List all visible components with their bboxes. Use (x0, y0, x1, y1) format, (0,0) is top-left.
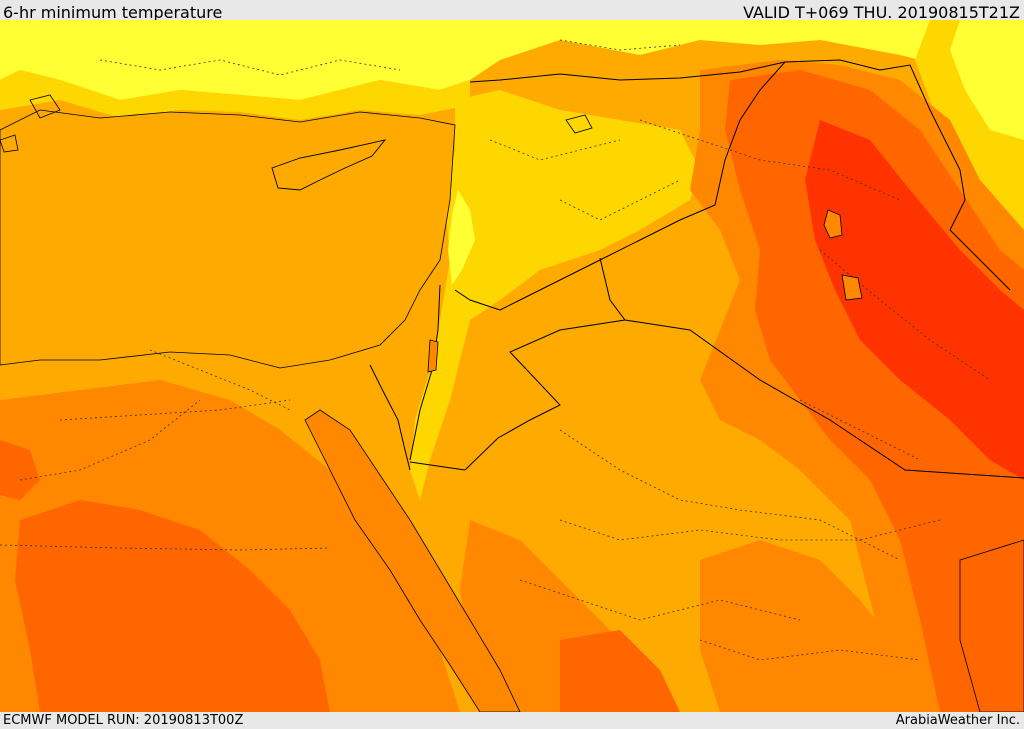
valid-time: VALID T+069 THU. 20190815T21Z (743, 3, 1020, 22)
band-hot-arabia-south (560, 630, 680, 712)
border-syria-iraq (499, 61, 786, 311)
model-run-label: ECMWF MODEL RUN: 20190813T00Z (3, 713, 244, 728)
band-coolest-northeast (950, 20, 1024, 140)
band-cool-north (0, 70, 470, 120)
border-jordan-east (464, 319, 626, 471)
credit-label: ArabiaWeather Inc. (895, 713, 1020, 728)
header-bar: 6-hr minimum temperature VALID T+069 THU… (0, 0, 1024, 22)
island-rhodes (29, 94, 61, 119)
map-title: 6-hr minimum temperature (3, 3, 223, 22)
sea-gulf (959, 539, 1024, 712)
band-hottest-east (805, 120, 1024, 480)
band-hot-east (725, 70, 1024, 712)
footer-bar: ECMWF MODEL RUN: 20190813T00Z ArabiaWeat… (0, 712, 1024, 729)
cyprus-outline (271, 139, 387, 191)
admin-boundaries (0, 39, 991, 661)
band-coolest-levant (448, 190, 475, 285)
sea-red-sea (304, 409, 521, 712)
sea-mediterranean (0, 109, 456, 369)
border-turkey-syria (469, 61, 786, 83)
band-coolest-north (0, 20, 1024, 100)
temperature-map[interactable] (0, 20, 1024, 712)
border-iraq-saudi (599, 257, 1024, 479)
band-warm-arabia-east (700, 540, 920, 712)
map-canvas (0, 20, 1024, 712)
band-hot-west-patch (0, 440, 40, 500)
border-israel-egypt (369, 364, 411, 471)
lake-habbaniyah (841, 274, 863, 301)
dead-sea (427, 339, 439, 373)
lake-tharthar (823, 209, 843, 239)
island-small-1 (0, 134, 19, 153)
lake-assad (565, 114, 593, 134)
band-cool-levant (410, 90, 700, 500)
band-hot-southwest (15, 500, 330, 712)
border-iraq-iran (784, 59, 1011, 291)
border-jordan-south (409, 461, 466, 471)
border-jordan-saudi (454, 289, 501, 311)
